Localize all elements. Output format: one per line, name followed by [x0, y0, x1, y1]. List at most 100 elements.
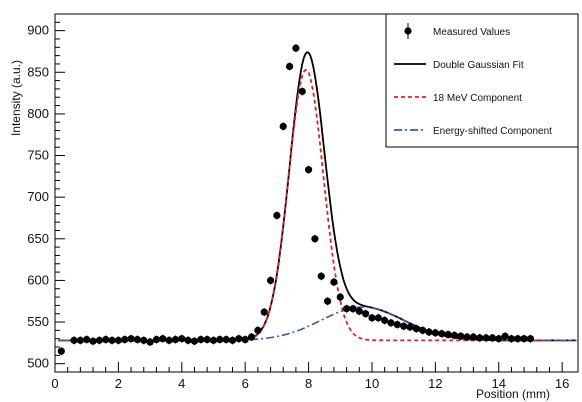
data-point	[349, 305, 357, 313]
data-point	[222, 335, 230, 344]
data-point	[235, 335, 243, 343]
data-point	[133, 335, 142, 344]
x-tick-label: 8	[305, 376, 312, 391]
data-point	[108, 336, 116, 344]
data-point	[165, 336, 173, 344]
data-point	[266, 276, 275, 285]
x-tick-label: 16	[555, 376, 569, 391]
data-point	[526, 335, 535, 343]
data-point	[197, 335, 205, 344]
y-tick-label: 650	[27, 231, 49, 246]
x-tick-label: 2	[115, 376, 122, 391]
measured-points	[57, 44, 535, 356]
data-point	[488, 334, 497, 342]
data-point	[381, 316, 389, 324]
data-point	[495, 335, 503, 343]
data-point	[178, 335, 186, 343]
data-point	[184, 336, 192, 344]
data-point	[304, 166, 313, 174]
data-point	[520, 335, 528, 343]
legend-label: 18 MeV Component	[433, 93, 522, 104]
data-point	[114, 336, 122, 344]
data-point	[121, 335, 129, 344]
data-point	[57, 347, 65, 355]
data-point	[501, 332, 509, 340]
data-point	[102, 335, 110, 344]
y-tick-label: 800	[27, 106, 49, 121]
data-point	[323, 297, 332, 305]
x-tick-label: 12	[428, 376, 442, 391]
x-tick-label: 14	[492, 376, 506, 391]
data-point	[425, 328, 433, 336]
data-point	[171, 335, 180, 344]
legend: Measured Values Double Gaussian Fit 18 MeV…	[385, 13, 579, 148]
data-point	[450, 331, 458, 339]
data-point	[343, 305, 351, 313]
data-point	[273, 211, 281, 220]
data-point	[431, 329, 439, 337]
legend-label: Measured Values	[433, 27, 510, 38]
y-tick-label: 750	[27, 148, 49, 163]
data-point	[514, 335, 522, 343]
x-tick-label: 6	[242, 376, 249, 391]
x-tick-label: 4	[178, 376, 185, 391]
data-point	[190, 337, 199, 345]
data-point	[330, 278, 338, 286]
data-point	[374, 314, 382, 322]
data-point	[362, 310, 370, 318]
data-point	[482, 334, 490, 342]
data-point	[387, 319, 395, 327]
y-tick-label: 850	[27, 64, 49, 79]
data-point	[406, 323, 414, 331]
data-point	[260, 308, 268, 316]
y-axis: 500 550 600 650 700 750 800 850 900	[27, 13, 65, 373]
data-point	[203, 335, 211, 344]
data-point	[507, 335, 516, 343]
data-point	[476, 334, 484, 342]
data-point	[83, 335, 91, 344]
plot-frame	[54, 13, 579, 373]
legend-label: Double Gaussian Fit	[433, 60, 524, 71]
y-axis-title: Intensity (a.u.)	[9, 60, 23, 136]
data-point	[419, 326, 427, 334]
data-point	[317, 272, 325, 280]
data-point	[228, 336, 237, 344]
x-axis: 0 2 4 6 8 10 12 14 16	[51, 362, 569, 391]
y-tick-label: 550	[27, 314, 49, 329]
data-point	[254, 326, 262, 334]
data-point	[412, 325, 420, 333]
data-point	[469, 333, 477, 341]
data-point	[127, 335, 135, 343]
data-point	[457, 332, 465, 340]
data-point	[216, 335, 224, 344]
data-point	[89, 337, 97, 345]
x-axis-title: Position (mm)	[476, 387, 550, 401]
data-point	[292, 44, 300, 52]
data-point	[298, 87, 306, 96]
data-point	[159, 335, 167, 343]
data-point	[400, 322, 408, 330]
data-point	[152, 335, 161, 344]
y-tick-label: 700	[27, 189, 49, 204]
legend-label: Energy-shifted Component	[433, 126, 552, 137]
data-point	[368, 314, 376, 322]
data-point	[463, 333, 471, 341]
data-point	[146, 338, 154, 346]
data-point	[140, 336, 148, 344]
data-point	[311, 235, 319, 243]
data-point	[279, 122, 287, 130]
y-tick-label: 500	[27, 356, 49, 371]
data-point	[76, 336, 84, 344]
data-point	[393, 320, 401, 329]
data-point	[336, 293, 344, 301]
legend-box	[385, 13, 579, 148]
data-point	[95, 336, 103, 344]
legend-marker	[404, 27, 412, 35]
data-point	[241, 335, 249, 344]
x-tick-label: 10	[365, 376, 379, 391]
data-point	[70, 336, 78, 344]
y-tick-label: 900	[27, 23, 49, 38]
plot-border	[54, 13, 579, 373]
data-point	[444, 330, 452, 339]
